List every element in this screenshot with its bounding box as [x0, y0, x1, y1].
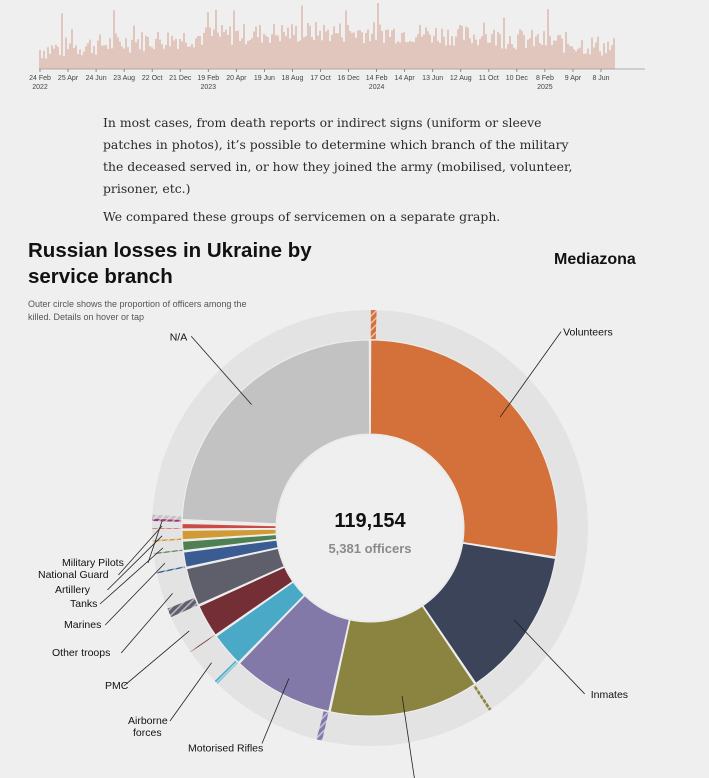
timeline-year-label: 2022	[32, 84, 48, 91]
timeline-tick-label: 14 Apr	[395, 75, 416, 82]
officers-arc-mobilized[interactable]	[473, 684, 492, 711]
daily-losses-timeline: 24 Feb 2022 25 Apr 24 Jun 23 Aug 22 Oct 21 Dec…	[29, 3, 645, 91]
leader-line-motorised-rifles	[261, 678, 290, 744]
center-total: 119,154	[334, 510, 406, 532]
timeline-tick-label: 10 Dec	[506, 75, 529, 82]
slice-n-a[interactable]	[181, 339, 371, 525]
center-officers: 5,381 officers	[328, 541, 411, 556]
officers-arc-volunteers[interactable]	[370, 310, 377, 340]
intro-paragraph-2: We compared these groups of servicemen o…	[103, 209, 501, 224]
timeline-tick-label: 12 Aug	[450, 75, 472, 82]
slice-artillery[interactable]	[181, 528, 277, 541]
officers-arc-n-a[interactable]	[152, 514, 182, 520]
officers-arc-other-troops[interactable]	[167, 597, 198, 618]
label-artillery: Artillery	[55, 584, 91, 596]
officers-arc-pmc[interactable]	[190, 634, 215, 653]
timeline-tick-label: 19 Jun	[254, 75, 275, 82]
intro-text: In most cases, from death reports or ind…	[103, 112, 573, 234]
slice-motorised-rifles[interactable]	[238, 594, 350, 713]
slice-military-pilots[interactable]	[181, 520, 277, 526]
label-national-guard: National Guard	[38, 569, 109, 581]
officers-arc-marines[interactable]	[156, 566, 186, 574]
label-military-pilots: Military Pilots	[62, 557, 124, 569]
leader-line-mobilized	[401, 695, 415, 778]
leader-line-other-troops	[120, 593, 173, 654]
timeline-tick-label: 20 Apr	[226, 75, 247, 82]
officers-arc-airborne-forces[interactable]	[214, 660, 238, 684]
timeline-tick-label: 22 Oct	[142, 75, 163, 82]
chart-subtitle: Outer circle shows the proportion of off…	[28, 299, 247, 322]
officers-arc-artillery[interactable]	[152, 538, 182, 542]
slice-inmates[interactable]	[422, 542, 557, 685]
label-pmc: PMC	[105, 680, 129, 692]
label-n-a: N/A	[170, 331, 188, 343]
timeline-tick-label: 8 Feb	[536, 75, 554, 82]
leader-line-n-a	[190, 335, 252, 405]
label-motorised-rifles: Motorised Rifles	[188, 743, 263, 755]
leader-line-artillery	[107, 535, 163, 591]
officers-arc-motorised-rifles[interactable]	[316, 711, 329, 741]
leader-line-volunteers	[499, 331, 562, 418]
timeline-year-label: 2025	[537, 84, 553, 91]
donut-hole	[277, 435, 463, 621]
label-volunteers: Volunteers	[563, 327, 613, 339]
timeline-tick-label: 17 Oct	[310, 75, 331, 82]
timeline-tick-label: 23 Aug	[113, 75, 135, 82]
timeline-tick-label: 24 Feb	[29, 75, 51, 82]
timeline-tick-label: 18 Aug	[282, 75, 304, 82]
slice-other-troops[interactable]	[185, 547, 285, 606]
brand-logo: Mediazona	[554, 251, 636, 268]
slice-marines[interactable]	[182, 539, 279, 568]
slice-mobilized[interactable]	[329, 605, 476, 717]
slice-national-guard[interactable]	[181, 522, 277, 530]
label-airborne-forces: Airborne forces	[128, 715, 168, 739]
timeline-tick-label: 13 Jun	[422, 75, 443, 82]
timeline-tick-label: 25 Apr	[58, 75, 79, 82]
leader-line-military-pilots	[147, 520, 163, 564]
timeline-year-label: 2023	[201, 84, 217, 91]
leader-line-airborne-forces	[169, 662, 212, 722]
label-marines: Marines	[64, 619, 101, 631]
timeline-tick-label: 14 Feb	[366, 75, 388, 82]
timeline-tick-label: 24 Jun	[86, 75, 107, 82]
leader-line-inmates	[513, 619, 585, 695]
slice-pmc[interactable]	[198, 566, 294, 636]
slice-airborne-forces[interactable]	[215, 581, 305, 664]
leader-line-marines	[104, 562, 166, 626]
leader-line-national-guard	[118, 525, 163, 576]
intro-paragraph-1: In most cases, from death reports or ind…	[103, 115, 573, 196]
label-tanks: Tanks	[70, 598, 97, 610]
leader-line-tanks	[99, 547, 164, 605]
timeline-tick-label: 9 Apr	[565, 75, 582, 82]
slice-tanks[interactable]	[181, 534, 278, 552]
chart-title: Russian losses in Ukraine by service bra…	[28, 239, 312, 288]
timeline-tick-label: 16 Dec	[337, 75, 360, 82]
leader-line-pmc	[123, 630, 190, 687]
timeline-tick-label: 21 Dec	[169, 75, 192, 82]
slice-volunteers[interactable]	[369, 339, 559, 558]
timeline-year-label: 2024	[369, 84, 385, 91]
officers-arc-tanks[interactable]	[153, 549, 183, 555]
timeline-tick-label: 11 Oct	[479, 75, 499, 82]
timeline-tick-label: 19 Feb	[197, 75, 219, 82]
timeline-tick-label: 8 Jun	[592, 75, 609, 82]
label-other-troops: Other troops	[52, 647, 110, 659]
label-inmates: Inmates	[591, 689, 628, 701]
officers-arc-military-pilots[interactable]	[152, 518, 182, 522]
